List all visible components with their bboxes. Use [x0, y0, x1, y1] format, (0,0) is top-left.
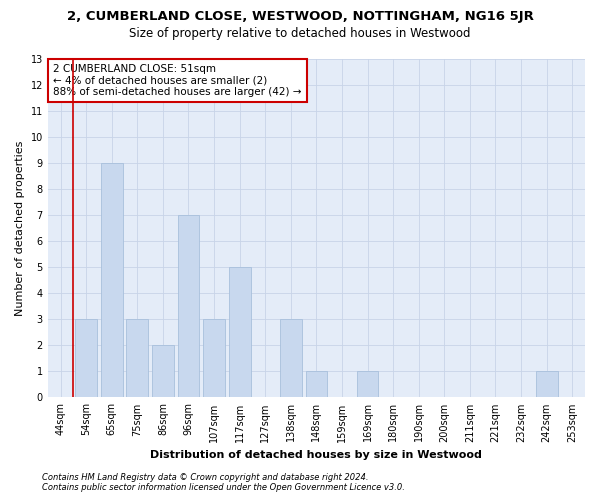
Bar [536, 372, 557, 398]
Y-axis label: Number of detached properties: Number of detached properties [15, 140, 25, 316]
Bar [101, 163, 122, 398]
Text: 2 CUMBERLAND CLOSE: 51sqm
← 4% of detached houses are smaller (2)
88% of semi-de: 2 CUMBERLAND CLOSE: 51sqm ← 4% of detach… [53, 64, 302, 98]
Bar [75, 320, 97, 398]
Text: 2, CUMBERLAND CLOSE, WESTWOOD, NOTTINGHAM, NG16 5JR: 2, CUMBERLAND CLOSE, WESTWOOD, NOTTINGHA… [67, 10, 533, 23]
Bar [280, 320, 302, 398]
Text: Contains HM Land Registry data © Crown copyright and database right 2024.
Contai: Contains HM Land Registry data © Crown c… [42, 473, 405, 492]
Bar [127, 320, 148, 398]
Bar [305, 372, 327, 398]
Bar [178, 215, 199, 398]
Text: Size of property relative to detached houses in Westwood: Size of property relative to detached ho… [129, 28, 471, 40]
Bar [229, 268, 251, 398]
Bar [152, 346, 174, 398]
Bar [356, 372, 379, 398]
X-axis label: Distribution of detached houses by size in Westwood: Distribution of detached houses by size … [151, 450, 482, 460]
Bar [203, 320, 225, 398]
